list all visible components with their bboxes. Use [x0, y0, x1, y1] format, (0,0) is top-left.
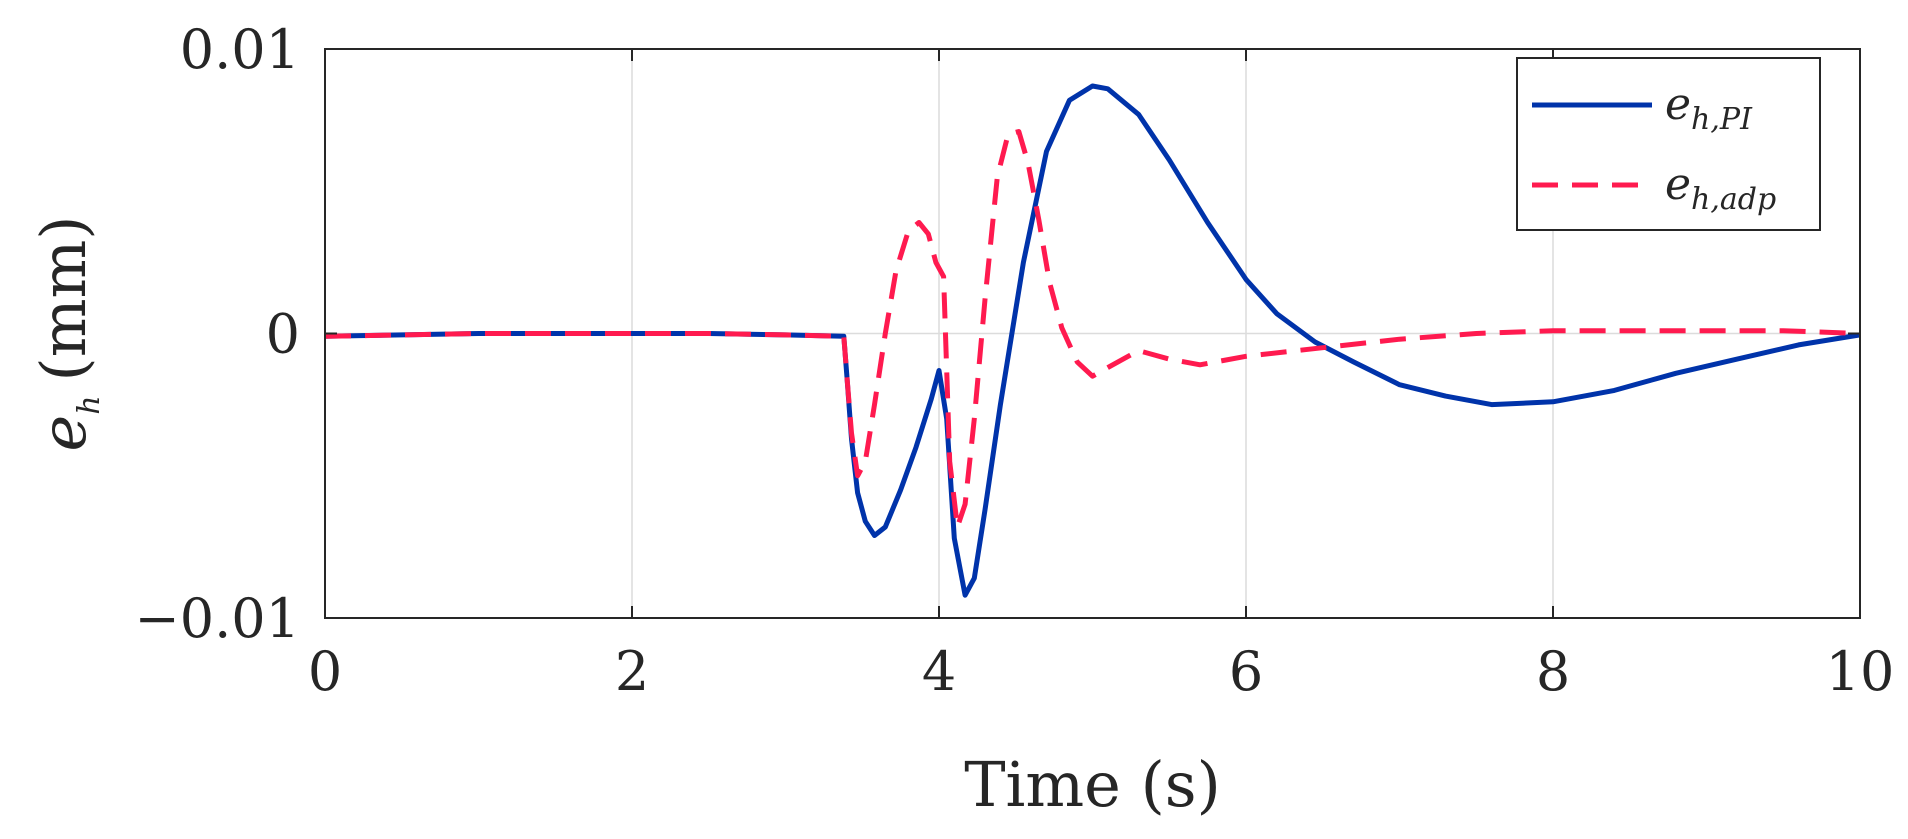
y-tick-label-0: −0.01 — [135, 587, 300, 650]
x-tick-label-3: 6 — [1229, 640, 1263, 703]
x-tick-label-4: 8 — [1536, 640, 1570, 703]
series-layer — [324, 83, 1861, 598]
x-tick-label-1: 2 — [615, 640, 649, 703]
series-line-2 — [324, 129, 1861, 530]
y-axis-label-main: e — [27, 415, 100, 452]
axis-ticks — [324, 48, 1861, 619]
legend-label-1: eh,PI — [1665, 79, 1753, 137]
y-axis-label: eh (mm) — [27, 216, 107, 452]
x-tick-label-5: 10 — [1826, 640, 1895, 703]
y-tick-label-1: 0 — [266, 303, 300, 366]
y-axis-label-sub: h — [72, 395, 107, 414]
y-tick-label-2: 0.01 — [180, 18, 300, 81]
x-tick-label-2: 4 — [922, 640, 956, 703]
x-tick-label-0: 0 — [308, 640, 342, 703]
legend-label-2: eh,adp — [1665, 159, 1776, 217]
legend-box — [1516, 57, 1821, 231]
legend: eh,PI eh,adp — [1516, 57, 1821, 231]
svg-text:eh(mm): eh (mm) — [27, 216, 107, 452]
x-axis-label: Time (s) — [964, 748, 1221, 821]
y-axis-label-unit: (mm) — [27, 216, 100, 382]
